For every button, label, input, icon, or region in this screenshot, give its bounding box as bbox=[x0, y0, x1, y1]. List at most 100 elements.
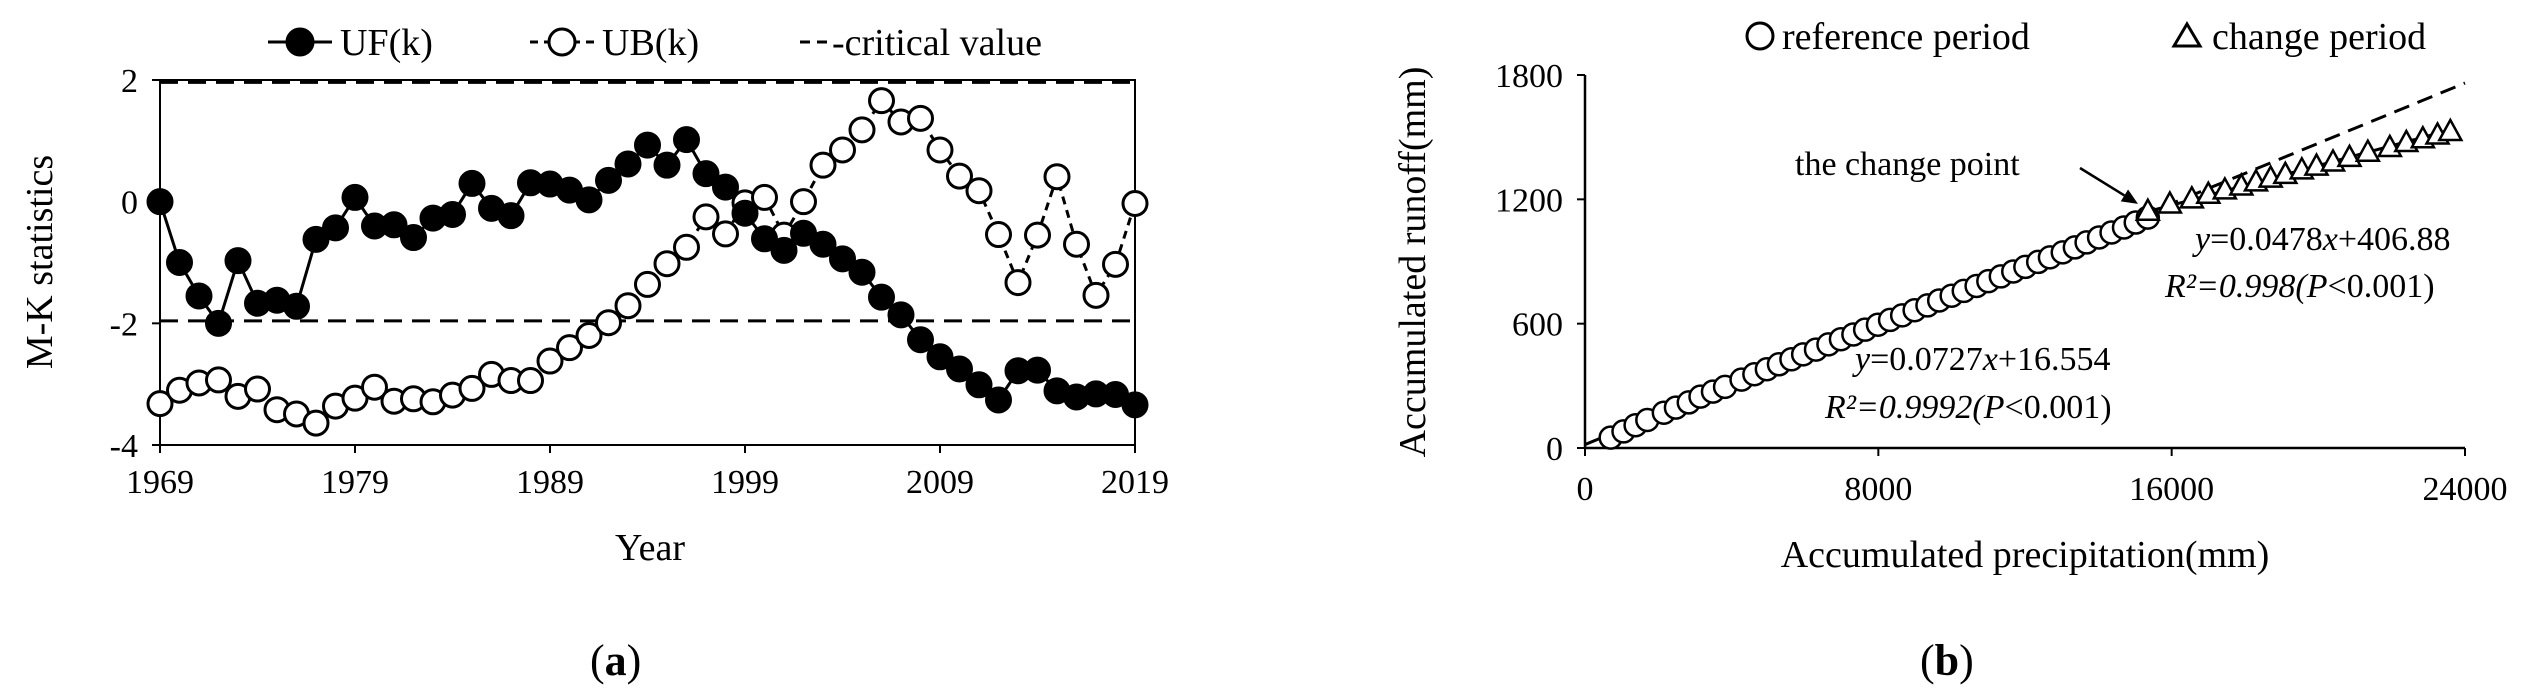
x-axis-ticks-a: 1969 1979 1989 1999 2009 2019 bbox=[126, 445, 1169, 501]
x-tick-label-a: 1989 bbox=[516, 464, 584, 501]
series-group-a bbox=[146, 87, 1149, 437]
ub-point bbox=[946, 162, 973, 190]
ub-point bbox=[926, 136, 954, 164]
legend-reference-label: reference period bbox=[1782, 16, 2030, 58]
uf-point bbox=[380, 211, 408, 239]
ub-point bbox=[848, 116, 876, 144]
x-axis-title-b: Accumulated precipitation(mm) bbox=[1781, 534, 2270, 576]
uf-point bbox=[302, 225, 330, 253]
legend-critical-label: -critical value bbox=[832, 22, 1042, 64]
ub-point bbox=[244, 375, 271, 403]
uf-point bbox=[458, 169, 486, 197]
ub-point bbox=[146, 390, 174, 418]
ub-point bbox=[1063, 230, 1090, 258]
x-tick-label-a: 1969 bbox=[126, 464, 194, 501]
ub-point bbox=[868, 87, 895, 115]
uf-point bbox=[887, 301, 915, 329]
y-axis-title-a: M-K statistics bbox=[19, 155, 61, 369]
uf-point bbox=[868, 283, 895, 311]
uf-point bbox=[673, 126, 700, 154]
ub-point bbox=[907, 104, 934, 132]
r2-change: R²=0.998(P<0.001) bbox=[2164, 268, 2435, 305]
uf-point bbox=[205, 309, 232, 337]
uf-point bbox=[283, 292, 310, 320]
uf-point bbox=[926, 343, 954, 371]
ub-point bbox=[1004, 269, 1032, 297]
uf-point bbox=[731, 199, 759, 227]
uf-point bbox=[770, 236, 798, 264]
ub-point bbox=[751, 183, 778, 211]
uf-point bbox=[946, 355, 973, 383]
y-tick-label-b: 600 bbox=[1512, 307, 1563, 344]
uf-point bbox=[1024, 356, 1051, 384]
change-point-label: the change point bbox=[1795, 146, 2020, 183]
uf-point bbox=[965, 371, 993, 399]
ub-point bbox=[614, 292, 642, 320]
change-point-arrowhead bbox=[2120, 189, 2138, 204]
ub-point bbox=[692, 203, 720, 231]
equation-reference: y=0.0727x+16.554 bbox=[1852, 341, 2111, 378]
ub-point bbox=[1024, 221, 1051, 249]
caption-b: (b) bbox=[1920, 636, 1974, 685]
change-point-marker bbox=[2354, 138, 2381, 162]
uf-point bbox=[1121, 391, 1149, 419]
r2-reference: R²=0.9992(P<0.001) bbox=[1824, 389, 2112, 426]
uf-point bbox=[634, 131, 661, 159]
ub-point bbox=[1082, 281, 1110, 309]
y-tick-label-b: 0 bbox=[1546, 431, 1563, 468]
ub-point bbox=[712, 220, 739, 248]
legend-change-marker bbox=[2171, 21, 2203, 48]
legend-change-label: change period bbox=[2212, 16, 2426, 58]
uf-point bbox=[497, 202, 525, 230]
ub-point bbox=[1121, 189, 1149, 217]
change-point-marker bbox=[2156, 189, 2183, 214]
uf-point bbox=[712, 173, 739, 201]
uf-point bbox=[185, 282, 213, 310]
uf-point bbox=[224, 247, 252, 275]
ub-point bbox=[361, 373, 388, 401]
x-tick-label-b: 16000 bbox=[2129, 471, 2214, 508]
ub-point bbox=[205, 366, 232, 394]
x-tick-label-b: 24000 bbox=[2423, 471, 2508, 508]
uf-point bbox=[595, 166, 622, 194]
ub-point bbox=[517, 367, 544, 395]
panel-a: UF(k) UB(k) -critical value -4-202 1969 1… bbox=[19, 22, 1169, 685]
change-point-marker bbox=[2134, 197, 2161, 222]
legend-uf-label: UF(k) bbox=[340, 22, 433, 64]
change-point-arrow bbox=[2079, 166, 2126, 197]
ub-point bbox=[634, 270, 661, 298]
ub-point bbox=[302, 409, 330, 437]
caption-a: (a) bbox=[590, 636, 641, 685]
equation-change: y=0.0478x+406.88 bbox=[2192, 221, 2451, 258]
uf-point bbox=[400, 224, 427, 252]
legend-reference-marker bbox=[1745, 21, 1775, 51]
legend-ub-label: UB(k) bbox=[602, 22, 699, 64]
x-tick-label-a: 2009 bbox=[906, 464, 974, 501]
uf-point bbox=[166, 249, 193, 276]
y-tick-label-a: 0 bbox=[121, 185, 138, 222]
y-axis-title-b: Accumulated runoff(mm) bbox=[1392, 67, 1434, 458]
legend-b: reference period change period bbox=[1745, 16, 2426, 58]
y-tick-label-b: 1200 bbox=[1495, 182, 1563, 219]
x-axis-ticks-b: 0 8000 16000 24000 bbox=[1577, 448, 2508, 508]
x-tick-label-b: 8000 bbox=[1844, 471, 1912, 508]
change-point-marker bbox=[2336, 143, 2363, 168]
y-tick-label-a: -2 bbox=[110, 306, 138, 343]
ub-point bbox=[536, 347, 564, 375]
panel-b: reference period change period 0 600 1200 1… bbox=[1392, 16, 2508, 685]
y-axis-ticks-a: -4 -2 0 2 bbox=[110, 63, 160, 465]
y-tick-label-b: 1800 bbox=[1495, 58, 1563, 95]
y-tick-label-a: -4 bbox=[110, 428, 138, 465]
x-tick-label-a: 1979 bbox=[321, 464, 389, 501]
ub-point bbox=[575, 322, 603, 349]
uf-point bbox=[146, 188, 174, 216]
uf-point bbox=[848, 258, 876, 286]
ub-point bbox=[458, 374, 486, 402]
y-axis-ticks-b: 0 600 1200 1800 bbox=[1495, 58, 1585, 468]
ub-point bbox=[595, 309, 622, 337]
ub-point bbox=[1043, 163, 1071, 191]
legend-a: UF(k) UB(k) -critical value bbox=[268, 22, 1042, 64]
series-group-b bbox=[1598, 117, 2464, 450]
ub-point bbox=[673, 233, 700, 261]
